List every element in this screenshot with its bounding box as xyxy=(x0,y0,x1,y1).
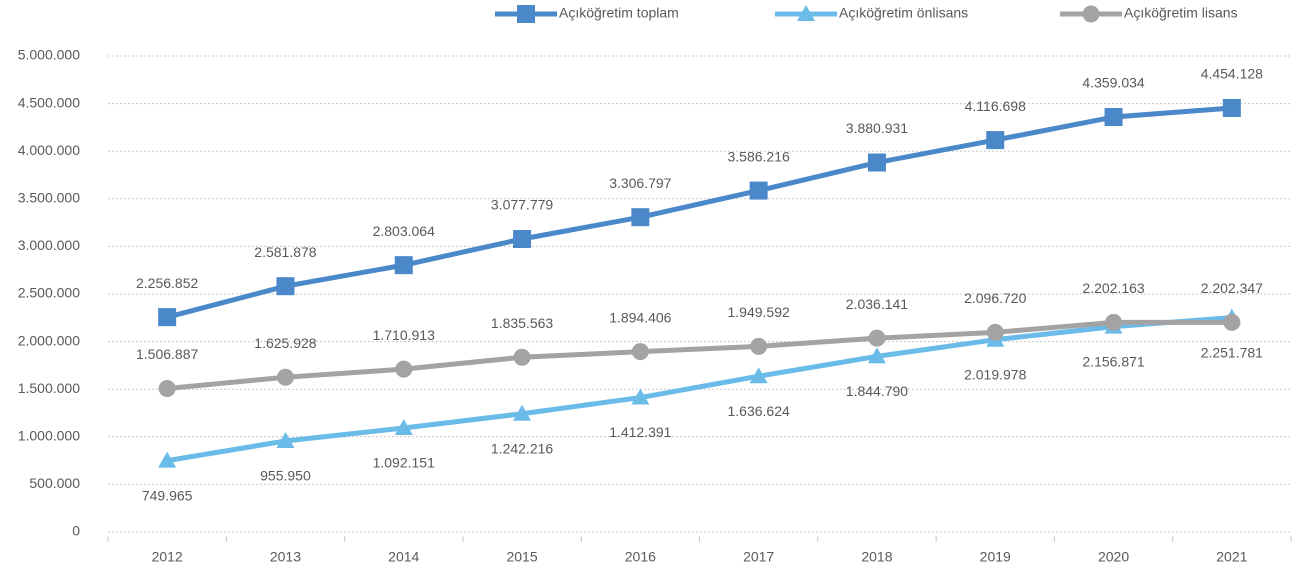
marker xyxy=(395,360,413,378)
marker xyxy=(394,419,413,436)
marker xyxy=(986,131,1005,150)
data-label: 1.412.391 xyxy=(609,424,671,440)
data-label: 1.625.928 xyxy=(254,335,316,351)
y-tick-label: 3.000.000 xyxy=(18,237,80,253)
x-tick-label: 2021 xyxy=(1216,549,1247,565)
marker xyxy=(1082,5,1100,23)
data-label: 2.036.141 xyxy=(846,296,908,312)
marker xyxy=(276,431,295,448)
data-label: 1.835.563 xyxy=(491,315,553,331)
marker xyxy=(867,347,886,364)
data-label: 4.359.034 xyxy=(1082,75,1144,91)
data-label: 1.092.151 xyxy=(373,455,435,471)
x-tick-label: 2015 xyxy=(506,549,537,565)
data-label: 3.306.797 xyxy=(609,175,671,191)
data-label: 1.506.887 xyxy=(136,346,198,362)
data-label: 2.581.878 xyxy=(254,244,316,260)
marker xyxy=(797,5,815,21)
marker xyxy=(517,5,535,23)
data-label: 2.019.978 xyxy=(964,366,1026,382)
y-tick-label: 4.500.000 xyxy=(18,94,80,110)
y-tick-label: 500.000 xyxy=(29,475,80,491)
marker xyxy=(158,308,177,327)
marker xyxy=(394,256,413,275)
legend-label: Açıköğretim önlisans xyxy=(839,5,968,21)
marker xyxy=(631,388,650,405)
data-label: 1.242.216 xyxy=(491,440,553,456)
legend-label: Açıköğretim toplam xyxy=(559,5,679,21)
series-line xyxy=(166,105,1233,320)
marker xyxy=(513,348,531,366)
marker xyxy=(1223,313,1241,331)
marker xyxy=(158,380,176,398)
marker xyxy=(631,343,649,361)
x-tick-label: 2016 xyxy=(625,549,656,565)
data-label: 955.950 xyxy=(260,468,311,484)
y-tick-label: 1.500.000 xyxy=(18,380,80,396)
marker xyxy=(158,451,177,468)
marker xyxy=(1104,108,1123,127)
y-tick-label: 1.000.000 xyxy=(18,428,80,444)
data-label: 3.880.931 xyxy=(846,120,908,136)
marker xyxy=(750,337,768,355)
marker xyxy=(513,404,532,421)
y-tick-label: 2.500.000 xyxy=(18,285,80,301)
x-tick-label: 2017 xyxy=(743,549,774,565)
marker xyxy=(749,181,768,200)
marker xyxy=(1222,98,1241,117)
data-label: 1.636.624 xyxy=(728,403,790,419)
x-tick-label: 2018 xyxy=(861,549,892,565)
x-tick-label: 2014 xyxy=(388,549,419,565)
y-tick-label: 3.500.000 xyxy=(18,190,80,206)
x-tick-label: 2013 xyxy=(270,549,301,565)
data-label: 2.256.852 xyxy=(136,275,198,291)
data-label: 1.949.592 xyxy=(728,304,790,320)
marker xyxy=(1105,313,1123,331)
y-tick-label: 2.000.000 xyxy=(18,332,80,348)
data-label: 749.965 xyxy=(142,487,193,503)
data-label: 2.803.064 xyxy=(373,223,435,239)
marker xyxy=(868,329,886,347)
data-label: 3.077.779 xyxy=(491,197,553,213)
marker xyxy=(276,277,295,296)
data-label: 3.586.216 xyxy=(728,148,790,164)
data-label: 2.202.347 xyxy=(1201,280,1263,296)
y-tick-label: 0 xyxy=(72,523,80,539)
data-label: 2.251.781 xyxy=(1201,344,1263,360)
data-label: 2.096.720 xyxy=(964,290,1026,306)
x-tick-label: 2012 xyxy=(152,549,183,565)
marker xyxy=(631,208,650,227)
marker xyxy=(513,229,532,248)
marker xyxy=(749,367,768,384)
data-label: 2.156.871 xyxy=(1082,353,1144,369)
series-line xyxy=(166,315,1233,464)
marker xyxy=(276,368,294,386)
legend-label: Açıköğretim lisans xyxy=(1124,5,1238,21)
series-line xyxy=(166,319,1232,392)
data-label: 4.454.128 xyxy=(1201,66,1263,82)
data-label: 1.844.790 xyxy=(846,383,908,399)
marker xyxy=(867,153,886,172)
y-tick-label: 5.000.000 xyxy=(18,47,80,63)
marker xyxy=(986,323,1004,341)
data-label: 2.202.163 xyxy=(1082,280,1144,296)
y-tick-label: 4.000.000 xyxy=(18,142,80,158)
x-tick-label: 2019 xyxy=(980,549,1011,565)
data-label: 4.116.698 xyxy=(965,98,1026,114)
data-label: 1.894.406 xyxy=(609,309,671,325)
data-label: 1.710.913 xyxy=(373,327,435,343)
x-tick-label: 2020 xyxy=(1098,549,1129,565)
